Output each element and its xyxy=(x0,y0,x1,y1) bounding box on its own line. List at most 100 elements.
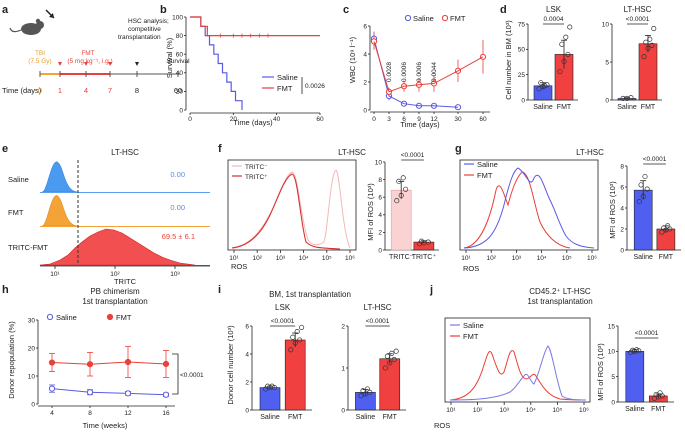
b-x-tick-label: 20 xyxy=(230,116,238,123)
gb-point xyxy=(640,193,646,200)
g-hist-fmt xyxy=(463,171,571,249)
gb-y-tick-label: 8 xyxy=(620,163,624,170)
j-x-tick-label: 10⁶ xyxy=(579,407,589,414)
day-7: 7 xyxy=(108,86,112,95)
jb-y-tick-label: 0 xyxy=(611,399,615,406)
fb-pvalue: <0.0001 xyxy=(401,152,425,159)
d1-point xyxy=(559,41,565,47)
d1-y-tick-label: 50 xyxy=(518,47,526,54)
j-legend-saline: Saline xyxy=(463,321,484,330)
d2-point xyxy=(641,54,647,60)
gb-x-tick-label: FMT xyxy=(659,254,674,261)
d2-pvalue: <0.0001 xyxy=(626,16,650,23)
h-series-fmt xyxy=(51,361,167,365)
e-row-saline: Saline xyxy=(8,175,29,184)
i2-bar-1 xyxy=(379,358,401,411)
gb-point xyxy=(665,223,671,229)
d2-y-tick-label: 0 xyxy=(605,97,609,104)
i1-point xyxy=(288,347,294,353)
c-x-tick-label: 9 xyxy=(417,116,421,123)
analysis-label-3: transplantation xyxy=(118,34,161,41)
i2-point xyxy=(387,360,393,366)
gb-point xyxy=(644,186,650,192)
survival-label: Survival xyxy=(166,58,190,65)
panel-e-histograms: LT-HSC Saline FMT TRITC-FMT 0.00 0.00 69… xyxy=(8,148,210,286)
day-60: 60 xyxy=(174,86,182,95)
j-x-tick-label: 10⁵ xyxy=(552,407,562,414)
b-pvalue: 0.0026 xyxy=(305,83,325,90)
i2-title: LT-HSC xyxy=(364,303,392,312)
h-point-fmt xyxy=(86,361,94,368)
jb-point xyxy=(657,390,663,396)
arrow-icon xyxy=(45,9,55,19)
i1-bar-0 xyxy=(259,387,281,411)
h-legend-saline: Saline xyxy=(56,313,77,322)
g-x-tick-label: 10² xyxy=(486,255,496,262)
f-frame xyxy=(227,159,357,251)
gb-point xyxy=(638,182,644,188)
gb-point xyxy=(659,229,665,235)
tbi-dose: (7.5 Gy) xyxy=(28,58,51,65)
h-x-tick-label: 12 xyxy=(124,410,132,417)
i1-point xyxy=(292,340,298,346)
f-legend-neg: TRITC⁻ xyxy=(245,164,268,171)
i-ylabel: Donor cell number (10³) xyxy=(226,325,235,405)
g-xlabel: ROS xyxy=(463,264,479,273)
d1-point xyxy=(561,58,567,65)
d-ylabel: Cell number in BM (10³) xyxy=(504,20,513,100)
analysis-arrow xyxy=(135,62,139,66)
h-y-tick-label: 0 xyxy=(31,401,35,408)
e-hist-fmt xyxy=(41,195,79,227)
f-x-tick-label: 10⁶ xyxy=(345,255,355,262)
j-title: CD45.2⁺ LT-HSC xyxy=(529,287,591,296)
d2-point xyxy=(620,95,626,102)
panel-label-i: i xyxy=(218,284,221,296)
panel-f-charts: LT-HSC ROS MFI of ROS (10³) 10¹ 10² 10³ 10⁴… xyxy=(227,148,439,271)
h-xlabel: Time (weeks) xyxy=(83,421,128,430)
c-legend-fmt: FMT xyxy=(450,14,466,23)
e-value-tritc-fmt: 69.5 ± 6.1 xyxy=(162,232,195,241)
d2-y-tick-label: 5 xyxy=(605,59,609,66)
fb-x-tick-label: TRITC⁻ xyxy=(389,254,414,261)
i1-y-tick-label: 2 xyxy=(245,379,249,386)
c-series-fmt xyxy=(373,41,484,93)
analysis-label-2: competitive xyxy=(128,26,161,33)
fmt-label: FMT xyxy=(81,50,94,57)
g-x-tick-label: 10⁶ xyxy=(587,255,597,262)
d1-y-tick-label: 25 xyxy=(518,72,526,79)
fb-point xyxy=(400,175,406,181)
b-legend-saline: Saline xyxy=(277,73,298,82)
d1-point xyxy=(536,86,542,92)
c-series-saline xyxy=(373,38,459,108)
d2-point xyxy=(649,42,655,48)
b-x-tick-label: 40 xyxy=(273,116,281,123)
c-pvalue: 0.0006 xyxy=(401,62,408,82)
gb-point xyxy=(661,225,667,231)
fb-point xyxy=(398,192,404,198)
panel-g-charts: LT-HSC ROS MFI of ROS (10³) 10¹ 10² 10³ 10⁴… xyxy=(459,148,681,273)
e-x-tick-label: 10¹ xyxy=(50,271,60,278)
fb-y-tick-label: 0 xyxy=(378,247,382,254)
i2-point xyxy=(367,389,373,395)
gb-y-tick-label: 6 xyxy=(620,184,624,191)
tbi-label: TBI xyxy=(35,50,45,57)
f-bar-ylabel: MFI of ROS (10³) xyxy=(366,183,375,241)
d1-point xyxy=(542,83,548,89)
fb-y-tick-label: 4 xyxy=(378,212,382,219)
g-legend-saline: Saline xyxy=(477,160,498,169)
i2-x-tick-label: FMT xyxy=(383,414,398,421)
i1-pvalue: <0.0001 xyxy=(271,318,295,325)
d1-x-tick-label: FMT xyxy=(557,104,572,111)
jb-x-tick-label: FMT xyxy=(651,406,666,413)
c-y-tick-label: 6 xyxy=(363,23,367,30)
i1-point xyxy=(290,334,296,340)
b-xlabel: Time (days) xyxy=(233,118,273,127)
i2-y-tick-label: 0 xyxy=(341,407,345,414)
f-hist-tritc-pos xyxy=(231,173,341,250)
d2-y-tick-label: 10 xyxy=(602,21,610,28)
h-point-fmt xyxy=(162,360,170,368)
j-xlabel: ROS xyxy=(434,421,450,430)
f-x-tick-label: 10¹ xyxy=(229,255,239,262)
i1-point xyxy=(299,324,305,330)
